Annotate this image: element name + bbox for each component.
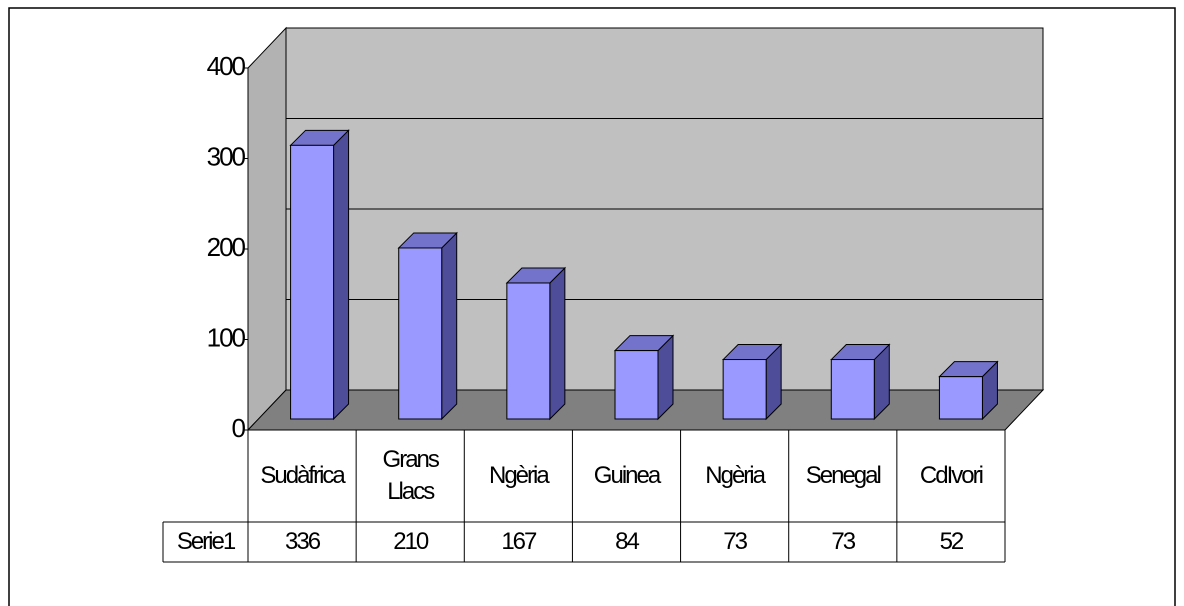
- side-wall: [247, 26, 287, 432]
- y-tick-label: 200: [207, 232, 246, 262]
- category-label: CdIvori: [919, 462, 984, 489]
- bar: [938, 376, 983, 420]
- value-label: 73: [723, 528, 748, 555]
- value-label: 84: [615, 528, 640, 555]
- category-label: Guinea: [593, 462, 661, 489]
- value-label: 210: [393, 528, 429, 555]
- value-label: 167: [501, 528, 537, 555]
- value-label: 73: [831, 528, 856, 555]
- series-name: Serie1: [176, 528, 236, 555]
- chart-frame: [8, 7, 1176, 606]
- y-tick-label: 100: [207, 322, 246, 352]
- bar: [722, 359, 767, 420]
- category-label: Sudàfrica: [260, 462, 345, 489]
- bar-side: [333, 129, 350, 421]
- value-label: 336: [285, 528, 321, 555]
- bar-side: [549, 266, 566, 421]
- y-tick-label: 300: [207, 141, 246, 171]
- y-tick-label: 400: [207, 51, 246, 81]
- bar: [830, 359, 875, 420]
- category-label: Ngèria: [489, 462, 550, 489]
- bar: [290, 144, 335, 420]
- category-label: Grans Llacs: [382, 446, 440, 505]
- bar: [614, 350, 659, 420]
- bar-side: [441, 231, 458, 421]
- category-label: Ngèria: [705, 462, 766, 489]
- category-label: Senegal: [805, 462, 882, 489]
- bar: [398, 247, 443, 420]
- y-tick-label: 0: [232, 413, 246, 443]
- bar: [506, 282, 551, 420]
- value-label: 52: [939, 528, 965, 555]
